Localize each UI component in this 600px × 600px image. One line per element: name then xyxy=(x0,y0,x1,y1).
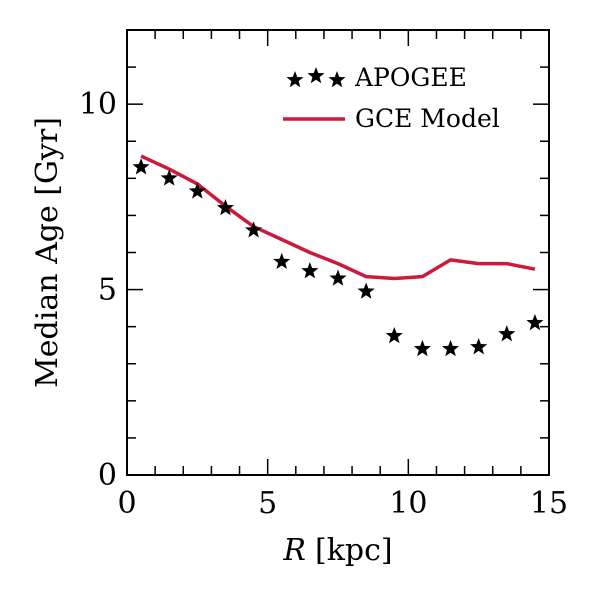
y-tick-label: 5 xyxy=(98,273,117,308)
plot-frame xyxy=(126,29,550,476)
data-point-apogee xyxy=(413,339,431,357)
series-line-gce-model xyxy=(140,154,536,281)
x-tick-label: 15 xyxy=(530,486,568,521)
data-point-apogee xyxy=(301,262,319,279)
data-point-apogee xyxy=(273,252,291,270)
legend: APOGEE GCE Model xyxy=(283,63,500,133)
data-point-apogee xyxy=(498,325,516,342)
data-point-apogee xyxy=(132,158,150,175)
legend-star xyxy=(286,71,304,88)
tick-labels: 0 5 10 15 0 5 10 xyxy=(79,87,568,521)
x-axis-variable: R xyxy=(282,533,306,568)
data-point-apogee xyxy=(357,282,375,299)
x-tick-label: 5 xyxy=(258,486,277,521)
y-tick-label: 0 xyxy=(98,458,117,493)
y-axis-title: Median Age [Gyr] xyxy=(30,117,65,388)
legend-apogee-label: APOGEE xyxy=(354,63,467,92)
data-point-apogee xyxy=(160,169,178,186)
data-point-apogee xyxy=(470,338,488,355)
x-axis-unit: [kpc] xyxy=(315,533,393,568)
x-tick-label: 10 xyxy=(389,486,427,521)
x-axis-title: R [kpc] xyxy=(282,533,392,568)
legend-gce-model-label: GCE Model xyxy=(355,104,500,133)
legend-apogee-marker xyxy=(286,67,346,88)
data-point-apogee xyxy=(245,221,263,238)
data-point-apogee xyxy=(441,339,460,357)
data-point-apogee xyxy=(188,182,206,199)
data-point-apogee xyxy=(216,199,235,216)
legend-star xyxy=(307,67,325,84)
data-point-apogee xyxy=(329,269,347,286)
legend-star xyxy=(328,71,346,88)
series-layer xyxy=(132,154,544,357)
data-point-apogee xyxy=(385,326,403,344)
x-tick-label: 0 xyxy=(117,486,136,521)
data-point-apogee xyxy=(526,313,544,331)
y-tick-label: 10 xyxy=(79,87,117,122)
axis-ticks xyxy=(126,29,550,476)
